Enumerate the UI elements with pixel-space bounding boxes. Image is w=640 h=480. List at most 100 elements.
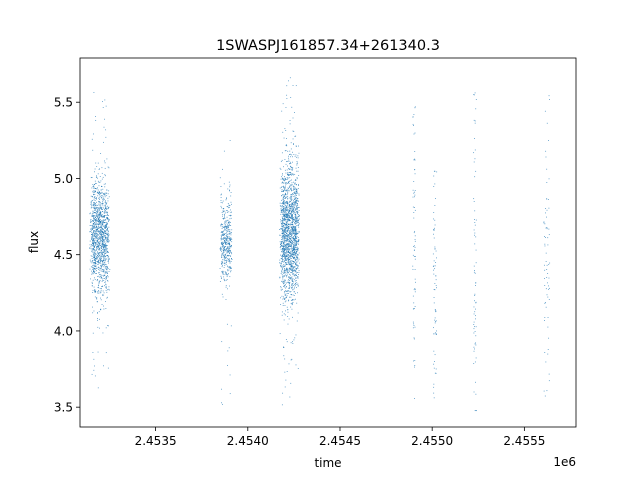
data-point: [298, 230, 300, 232]
data-point: [225, 226, 227, 228]
data-point: [97, 208, 99, 210]
data-point: [288, 160, 290, 162]
data-point: [99, 258, 101, 260]
data-point: [288, 259, 290, 261]
data-point: [289, 233, 290, 234]
data-point: [108, 226, 110, 228]
data-point: [105, 223, 107, 225]
data-point: [296, 145, 297, 147]
data-point: [284, 257, 286, 259]
data-point: [289, 240, 290, 241]
data-point: [286, 213, 288, 215]
data-point: [283, 281, 285, 283]
data-point: [297, 223, 299, 225]
data-point: [93, 265, 95, 267]
data-point: [91, 200, 93, 202]
data-point: [228, 204, 230, 206]
data-point: [474, 270, 475, 271]
data-point: [92, 260, 94, 261]
data-point: [99, 245, 101, 247]
data-point: [92, 186, 94, 188]
data-point: [105, 206, 107, 208]
data-point: [221, 241, 223, 243]
data-point: [282, 194, 284, 196]
data-point: [284, 252, 286, 253]
data-point: [102, 238, 103, 240]
data-point: [102, 294, 103, 296]
data-point: [294, 283, 296, 285]
data-point: [97, 287, 99, 288]
data-point: [282, 280, 284, 282]
data-point: [292, 241, 294, 243]
data-point: [229, 242, 230, 244]
data-point: [225, 248, 227, 250]
data-point: [104, 211, 105, 213]
data-point: [97, 239, 99, 241]
data-point: [225, 259, 226, 261]
data-point: [94, 375, 96, 377]
data-point: [284, 301, 286, 303]
data-point: [290, 226, 292, 228]
data-point: [283, 286, 285, 288]
data-point: [284, 249, 286, 251]
data-point: [103, 141, 104, 143]
data-point: [106, 272, 107, 274]
data-point: [283, 231, 285, 233]
data-point: [294, 258, 295, 260]
data-point: [107, 207, 109, 208]
data-point: [293, 233, 295, 234]
data-point: [283, 233, 285, 234]
data-point: [412, 265, 414, 267]
data-point: [99, 214, 100, 216]
data-point: [224, 213, 225, 215]
data-point: [291, 215, 292, 217]
data-point: [474, 219, 475, 220]
data-point: [100, 238, 102, 240]
data-point: [291, 276, 293, 278]
data-point: [285, 213, 287, 215]
data-point: [220, 197, 222, 198]
data-point: [279, 247, 281, 248]
data-point: [284, 255, 286, 257]
data-point: [227, 210, 228, 212]
data-point: [292, 210, 294, 212]
data-point: [108, 220, 110, 221]
data-point: [280, 265, 282, 267]
data-point: [101, 254, 102, 256]
data-point: [108, 196, 110, 198]
data-point: [283, 253, 285, 255]
data-point: [100, 309, 101, 311]
data-point: [414, 398, 415, 399]
data-point: [285, 268, 287, 270]
data-point: [102, 101, 103, 103]
data-point: [289, 206, 291, 207]
data-point: [297, 204, 299, 206]
data-point: [93, 244, 94, 245]
data-point: [226, 246, 228, 248]
data-point: [222, 244, 224, 246]
data-point: [287, 263, 289, 265]
data-point: [281, 223, 283, 225]
data-point: [295, 230, 297, 232]
data-point: [294, 253, 296, 255]
data-point: [282, 194, 284, 196]
data-point: [224, 241, 226, 242]
data-point: [413, 133, 415, 135]
data-point: [100, 231, 102, 233]
data-point: [108, 258, 110, 260]
data-point: [295, 216, 297, 218]
data-point: [94, 238, 96, 239]
data-point: [292, 151, 293, 153]
data-point: [290, 142, 292, 144]
data-point: [473, 265, 475, 267]
data-point: [99, 213, 101, 214]
data-point: [284, 305, 286, 306]
data-point: [101, 234, 103, 236]
data-point: [291, 278, 292, 280]
data-point: [288, 216, 290, 218]
data-point: [224, 242, 226, 244]
data-point: [98, 248, 100, 250]
data-point: [104, 262, 105, 264]
data-point: [294, 204, 295, 206]
data-point: [94, 223, 96, 225]
